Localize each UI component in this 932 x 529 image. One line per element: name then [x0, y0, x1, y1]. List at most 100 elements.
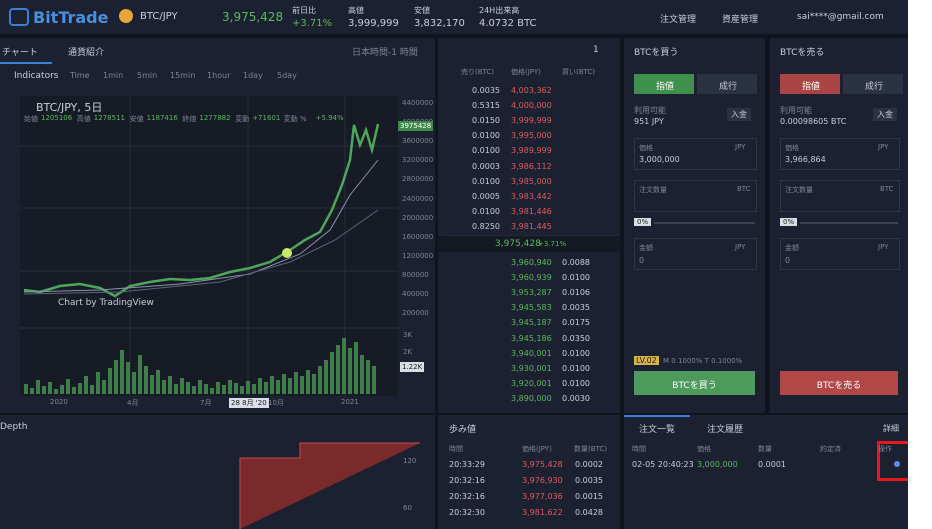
- price-axis-label: 2000000: [402, 213, 434, 222]
- orders-header: 約定済: [820, 445, 841, 453]
- chart-tab[interactable]: チャート: [2, 48, 38, 58]
- market-tab-label[interactable]: 成行: [865, 82, 884, 92]
- moving-average: [23, 209, 379, 295]
- info-tab[interactable]: 通貨紹介: [68, 48, 105, 58]
- submit-button[interactable]: [634, 371, 755, 395]
- orders-header: 数量: [758, 445, 772, 453]
- market-tab[interactable]: [697, 74, 757, 94]
- trade-time: 20:33:29: [449, 460, 485, 469]
- submit-button-label[interactable]: BTCを売る: [816, 381, 862, 391]
- submit-button[interactable]: [780, 371, 898, 395]
- bid-amount: 0.0350: [562, 333, 590, 343]
- bid-price: 3,930,001: [511, 363, 552, 373]
- bid-amount: 0.0100: [562, 273, 590, 283]
- qty-field: [780, 180, 900, 212]
- toolbar-item: Indicators: [14, 71, 59, 81]
- amount-input: 0: [785, 256, 791, 265]
- limit-tab[interactable]: [780, 74, 840, 94]
- slider-value: 0%: [634, 218, 652, 226]
- chart-drawing: [9, 8, 908, 529]
- price-label: 価格: [785, 144, 799, 152]
- price-unit: JPY: [878, 143, 889, 151]
- bid-amount: 0.0035: [562, 303, 590, 313]
- bid-price: 3,920,001: [511, 378, 552, 388]
- deposit-button[interactable]: 入金: [727, 108, 751, 121]
- trade-time: 20:32:16: [449, 476, 485, 485]
- ask-amount: 0.0005: [472, 191, 500, 201]
- limit-tab[interactable]: [634, 74, 694, 94]
- bid-amount: 0.0100: [562, 378, 590, 388]
- ask-amount: 0.8250: [472, 221, 500, 231]
- bid-price: 3,940,001: [511, 348, 552, 358]
- trade-time: 20:32:16: [449, 492, 485, 501]
- price-field: [634, 138, 757, 170]
- ask-amount: 0.0035: [472, 86, 500, 95]
- bid-price: 3,953,287: [511, 288, 552, 298]
- toolbar-item: 5min: [137, 71, 158, 80]
- cancel-icon[interactable]: [894, 461, 900, 467]
- date-axis-label: 28 8月 '20: [229, 398, 269, 408]
- open-orders-tab[interactable]: 注文一覧: [639, 425, 676, 435]
- bid-amount: 0.0100: [562, 348, 590, 358]
- stat-value: 3,999,999: [348, 18, 399, 29]
- stat-value: 3,832,170: [414, 18, 465, 29]
- ask-price: 3,999,999: [511, 116, 552, 126]
- ask-price: 4,003,362: [511, 86, 552, 95]
- logo-icon: [9, 8, 29, 26]
- plot-area: [20, 96, 398, 396]
- price-axis-label: 400000: [402, 290, 429, 298]
- price-candles: [23, 123, 380, 298]
- available: 0.00098605 BTC: [780, 117, 847, 126]
- ohlc-label: 安値: [129, 115, 144, 123]
- ask-amount: 0.5315: [472, 101, 500, 111]
- market-tab-label[interactable]: 成行: [719, 82, 738, 92]
- stat-label: 24H出来高: [479, 6, 520, 15]
- current-price-tag: 3975428: [398, 121, 434, 131]
- submit-button-label[interactable]: BTCを買う: [672, 381, 717, 391]
- date-axis-label: 4月: [127, 399, 139, 407]
- order-history-tab[interactable]: 注文履歴: [707, 425, 744, 435]
- slider-track: [800, 222, 898, 224]
- header-price: 3,975,428: [222, 10, 284, 24]
- ask-price: 3,989,999: [511, 146, 552, 156]
- ask-price: 3,981,446: [511, 206, 552, 216]
- highlight-box: [877, 441, 908, 481]
- ohlc-value: 1187416: [146, 114, 178, 122]
- ask-amount: 0.0150: [472, 116, 500, 126]
- order-price: 3,000,000: [697, 460, 738, 469]
- price-axis-label: 2800000: [402, 175, 434, 184]
- price-axis-label: 200000: [402, 309, 429, 318]
- trade-amount: 0.0428: [575, 508, 603, 517]
- trade-price: 3,977,036: [522, 492, 563, 501]
- qty-label: 注文数量: [639, 186, 667, 194]
- trades-title: 歩み値: [449, 425, 477, 435]
- nav-link: 注文管理: [660, 15, 697, 25]
- market-tab[interactable]: [843, 74, 903, 94]
- toolbar-item: 15min: [170, 71, 196, 80]
- ask-amount: 0.0100: [472, 146, 500, 156]
- detail-link: 詳細: [883, 424, 899, 433]
- ask-price: 3,983,442: [511, 191, 552, 201]
- available-label: 利用可能: [634, 106, 666, 115]
- toolbar-item: 1hour: [207, 71, 231, 80]
- limit-tab-label[interactable]: 指値: [802, 82, 821, 92]
- stat-label: 高値: [348, 6, 364, 15]
- marker: [282, 248, 292, 258]
- deposit-button[interactable]: 入金: [873, 108, 897, 121]
- ohlc-label: 変動: [235, 115, 250, 123]
- amount-input: 0: [639, 256, 645, 265]
- ask-price: 4,000,000: [511, 101, 552, 111]
- level-badge: LV.02: [634, 356, 659, 365]
- ohlc-value: 1205106: [41, 114, 73, 122]
- pair-selector: BTC/JPY: [140, 11, 178, 22]
- limit-tab-label[interactable]: 指値: [656, 82, 675, 92]
- bid-amount: 0.0030: [562, 393, 590, 403]
- price-axis-label: 1200000: [402, 251, 434, 260]
- trade-price: 3,976,930: [522, 476, 563, 485]
- date-axis-label: 2021: [341, 398, 359, 406]
- btc-icon: [119, 9, 133, 23]
- trade-amount: 0.0035: [575, 476, 603, 485]
- trades-header: 時間: [449, 445, 463, 453]
- grid: [20, 96, 398, 396]
